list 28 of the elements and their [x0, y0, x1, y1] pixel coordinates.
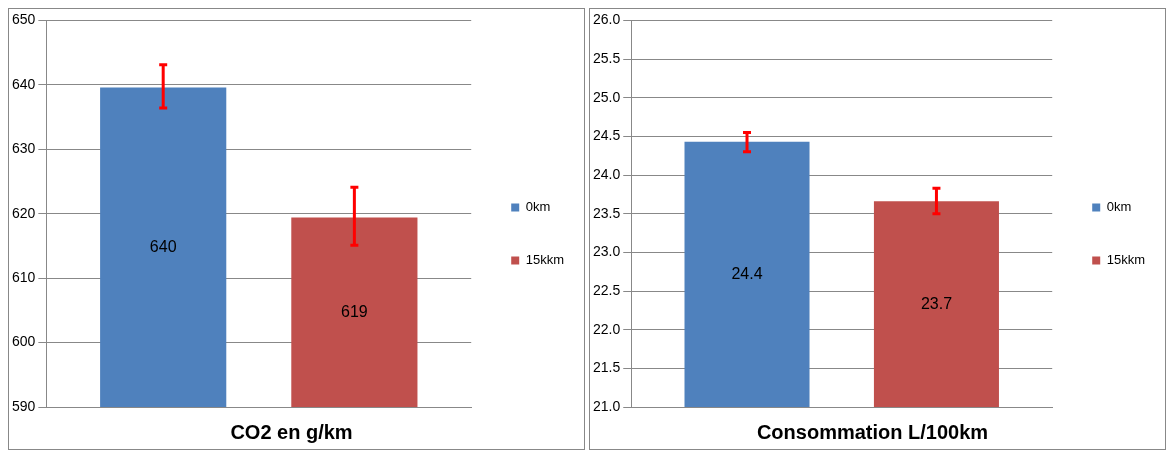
- y-tick-label: 21.0: [593, 397, 621, 414]
- y-tick-label: 590: [12, 397, 36, 414]
- y-tick-label: 650: [12, 11, 36, 28]
- y-tick-label: 25.5: [593, 49, 621, 66]
- legend-label: 15kkm: [1106, 252, 1146, 268]
- y-tick-label: 610: [12, 268, 36, 285]
- legend-label: 0km: [525, 199, 551, 215]
- y-tick-label: 24.0: [593, 165, 621, 182]
- data-label: 619: [341, 302, 368, 320]
- y-tick-label: 24.5: [593, 127, 621, 144]
- y-tick-label: 25.0: [593, 88, 621, 105]
- legend-label: 0km: [1106, 199, 1132, 215]
- data-label: 640: [149, 237, 177, 255]
- y-tick-label: 23.5: [593, 204, 621, 221]
- y-tick-label: 26.0: [593, 11, 621, 28]
- text: CO2 en g/km: [230, 420, 353, 443]
- y-tick-label: 630: [12, 140, 36, 157]
- y-tick-label: 600: [12, 333, 36, 350]
- legend-label: 15kkm: [525, 252, 565, 268]
- y-tick-label: 640: [12, 75, 36, 92]
- y-tick-label: 23.0: [593, 243, 621, 260]
- y-tick-label: 21.5: [593, 359, 621, 376]
- y-tick-label: 22.5: [593, 281, 621, 298]
- data-label: 24.4: [731, 264, 763, 282]
- y-tick-label: 620: [12, 204, 36, 221]
- data-label: 23.7: [920, 294, 953, 312]
- y-tick-label: 22.0: [593, 320, 621, 337]
- text: Consommation L/100km: [756, 420, 989, 443]
